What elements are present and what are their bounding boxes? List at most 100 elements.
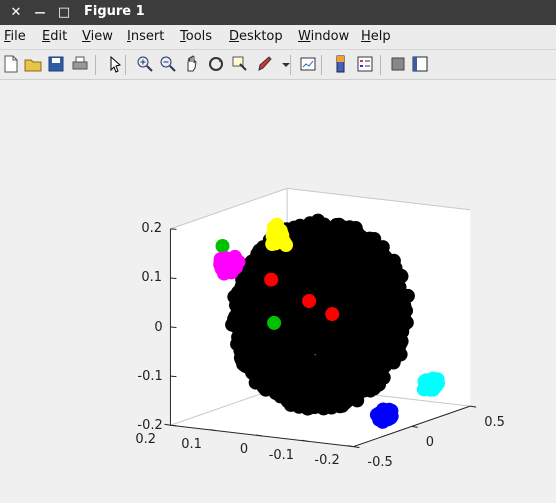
- menu-mnemonic: I: [127, 29, 131, 44]
- data-cursor-icon[interactable]: [230, 54, 250, 74]
- menu-label-rest: iew: [90, 29, 113, 44]
- scatter-point: [236, 304, 251, 319]
- x-tick-mark: [411, 425, 418, 428]
- figure-toolbar: [0, 50, 556, 80]
- scatter-points: [213, 213, 445, 429]
- show-plot-tools-icon[interactable]: [410, 54, 430, 74]
- brush-icon[interactable]: [255, 54, 275, 74]
- scatter-point: [366, 349, 381, 364]
- figure-canvas: 0.2 0.1 0 -0.1 -0.2 0.2 0.1 0 -0.1 -0.2 -0.5 0 0.5: [0, 80, 556, 503]
- maximize-icon[interactable]: □: [55, 3, 73, 21]
- dropdown-arrow-icon[interactable]: [276, 54, 290, 74]
- y-tick-label: -0.2: [314, 453, 340, 469]
- toolbar-separator: [290, 55, 291, 75]
- scatter-point: [343, 385, 358, 400]
- axes-box-edge: [170, 187, 288, 230]
- x-tick-label: 0.5: [484, 414, 505, 430]
- scatter-point: [287, 378, 302, 393]
- menu-desktop[interactable]: Desktop: [229, 29, 283, 44]
- z-tick-mark: [170, 277, 177, 279]
- hide-plot-tools-icon[interactable]: [388, 54, 408, 74]
- close-icon[interactable]: ✕: [7, 3, 25, 21]
- save-icon[interactable]: [46, 54, 66, 74]
- scatter-point: [308, 371, 323, 386]
- scatter-point: [357, 249, 372, 263]
- pan-icon[interactable]: [182, 54, 202, 74]
- y-tick-mark: [210, 429, 217, 432]
- scatter-point: [380, 343, 395, 358]
- x-tick-label: 0: [425, 434, 435, 450]
- menu-edit[interactable]: Edit: [42, 29, 67, 44]
- x-tick-mark: [470, 405, 477, 408]
- y-tick-mark: [347, 445, 354, 448]
- menu-insert[interactable]: Insert: [127, 29, 164, 44]
- z-tick-label: -0.1: [137, 368, 163, 384]
- menu-mnemonic: T: [180, 29, 186, 44]
- scatter-point: [381, 316, 396, 331]
- menu-label-rest: indow: [310, 29, 350, 44]
- minimize-icon[interactable]: —: [31, 3, 49, 21]
- scatter-point: [369, 311, 384, 326]
- axes-floor: [170, 384, 471, 447]
- y-tick-mark: [164, 423, 171, 426]
- scatter-point: [321, 241, 336, 256]
- scatter-point-stray: [302, 294, 317, 308]
- menu-mnemonic: V: [82, 29, 91, 44]
- link-plot-icon[interactable]: [298, 54, 318, 74]
- scatter-point: [355, 318, 370, 333]
- print-icon[interactable]: [70, 54, 90, 74]
- scatter-point-stray: [215, 239, 230, 253]
- menu-view[interactable]: View: [82, 29, 113, 44]
- toolbar-separator: [380, 55, 381, 75]
- toolbar-separator: [95, 55, 96, 75]
- scatter-point: [324, 383, 339, 398]
- rotate-3d-icon[interactable]: [206, 54, 226, 74]
- menu-label-rest: elp: [370, 29, 391, 44]
- toolbar-separator: [125, 55, 126, 75]
- new-figure-icon[interactable]: [1, 54, 21, 74]
- scatter-point: [350, 362, 365, 377]
- maximize-glyph: □: [57, 4, 71, 20]
- menu-mnemonic: H: [361, 29, 371, 44]
- scatter-point-cluster: [268, 236, 283, 251]
- zoom-out-icon[interactable]: [158, 54, 178, 74]
- menu-label-rest: dit: [50, 29, 68, 44]
- axes-box-edge: [287, 187, 471, 211]
- scatter-point-cluster: [226, 257, 241, 271]
- window-title: Figure 1: [84, 4, 145, 19]
- zoom-in-icon[interactable]: [135, 54, 155, 74]
- axes-3d[interactable]: [0, 80, 556, 503]
- scatter-point: [358, 295, 373, 310]
- open-file-icon[interactable]: [23, 54, 43, 74]
- legend-icon[interactable]: [355, 54, 375, 74]
- menu-label-rest: nsert: [130, 29, 165, 44]
- minimize-glyph: —: [34, 5, 46, 19]
- menu-bar: File Edit View Insert Tools Desktop Window Help: [0, 25, 556, 50]
- menu-mnemonic: F: [4, 29, 11, 44]
- scatter-point-stray: [325, 307, 340, 322]
- menu-mnemonic: D: [229, 29, 240, 44]
- pointer-icon[interactable]: [105, 54, 125, 74]
- scatter-point: [391, 306, 406, 321]
- menu-tools[interactable]: Tools: [180, 29, 212, 44]
- menu-mnemonic: W: [298, 29, 311, 44]
- scatter-point-stray: [267, 315, 282, 330]
- y-tick-label: 0.1: [181, 437, 202, 453]
- menu-label-rest: esktop: [239, 29, 283, 44]
- menu-help[interactable]: Help: [361, 29, 391, 44]
- scatter-point-stray: [264, 272, 279, 287]
- scatter-point: [271, 356, 285, 371]
- scatter-point-cluster: [377, 405, 392, 420]
- scatter-point: [347, 286, 362, 301]
- y-tick-label: 0: [239, 442, 249, 458]
- scatter-point: [382, 288, 396, 303]
- scatter-point: [328, 269, 343, 283]
- window-titlebar: ✕ — □ Figure 1: [0, 0, 556, 25]
- z-tick-label: 0: [154, 319, 163, 335]
- colorbar-icon[interactable]: [331, 54, 351, 74]
- z-tick-label: 0.1: [141, 270, 163, 286]
- menu-window[interactable]: Window: [298, 29, 349, 44]
- menu-label-rest: ools: [185, 29, 213, 44]
- scatter-point: [389, 328, 404, 343]
- menu-file[interactable]: File: [4, 29, 26, 44]
